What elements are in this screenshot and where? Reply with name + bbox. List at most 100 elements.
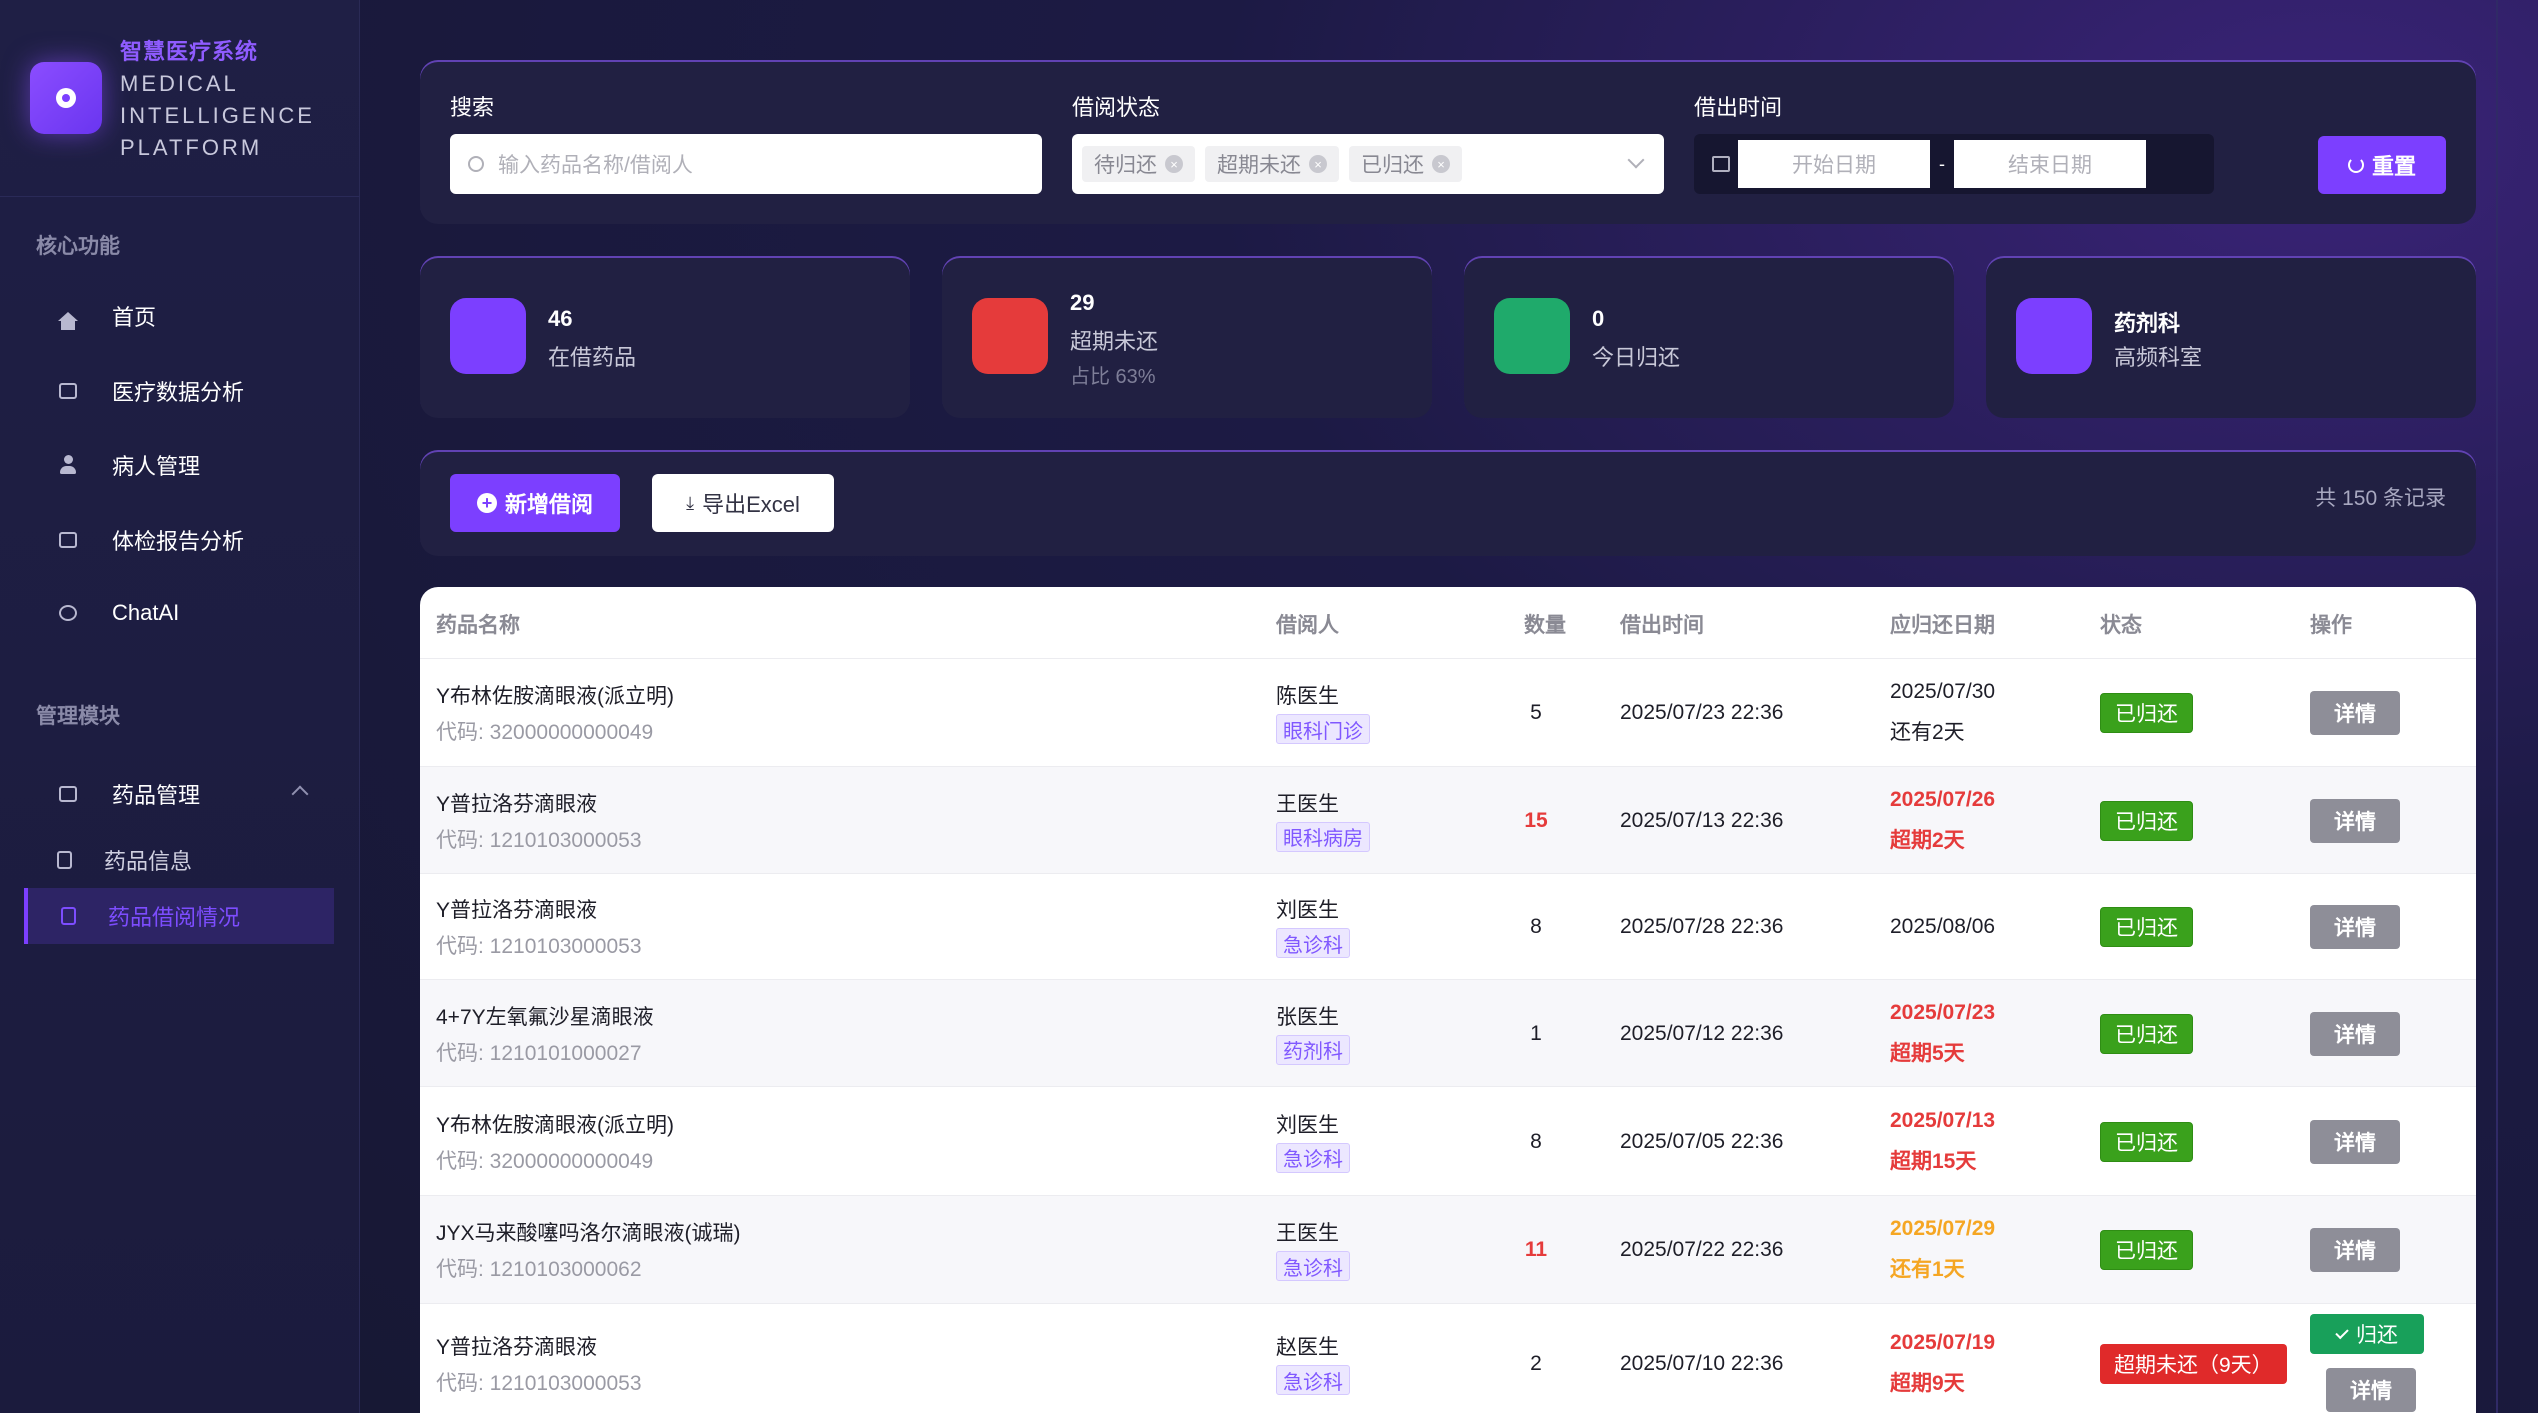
home-icon — [58, 311, 78, 330]
quantity: 8 — [1530, 1129, 1542, 1153]
chart-icon — [59, 383, 77, 399]
search-icon — [468, 156, 484, 172]
refresh-icon — [2347, 157, 2364, 173]
due-note: 超期2天 — [1890, 828, 1965, 852]
column-header: 借出时间 — [1620, 614, 1704, 637]
main-content: 搜索 输入药品名称/借阅人 借阅状态 待归还 × 超期未还 × 已归还 × 借出时间 … — [360, 0, 2538, 1413]
due-date: 2025/07/26 — [1890, 787, 1996, 811]
date-range-picker: 开始日期 - 结束日期 — [1694, 134, 2214, 194]
brand: 智慧医疗系统 MEDICAL INTELLIGENCE PLATFORM — [28, 30, 348, 180]
date-separator: - — [1939, 153, 1945, 174]
report-icon — [59, 532, 77, 548]
lend-time: 2025/07/10 22:36 — [1620, 1352, 1784, 1375]
due-date: 2025/07/13 — [1890, 1108, 1996, 1132]
stat-card-overdue: 29 超期未还 占比 63% — [942, 256, 1432, 418]
sidebar-group-medicine[interactable]: 药品管理 — [24, 766, 336, 822]
detail-button[interactable]: 详情 — [2310, 691, 2400, 735]
logo-icon — [30, 62, 102, 134]
status-select[interactable]: 待归还 × 超期未还 × 已归还 × — [1072, 134, 1664, 194]
detail-button[interactable]: 详情 — [2310, 1011, 2400, 1056]
quantity: 11 — [1524, 1238, 1548, 1261]
plus-icon: + — [476, 493, 497, 513]
search-input[interactable]: 输入药品名称/借阅人 — [450, 134, 1042, 194]
lend-time: 2025/07/05 22:36 — [1620, 1129, 1784, 1153]
table-row: Y普拉洛芬滴眼液 代码: 1210103000053 赵医生 急诊科 2 2025/07/… — [420, 1304, 2476, 1413]
status-badge: 已归还 — [2100, 800, 2193, 841]
download-icon: ⤓ — [686, 492, 695, 513]
sidebar: 智慧医疗系统 MEDICAL INTELLIGENCE PLATFORM 核心功… — [0, 0, 360, 1413]
borrower-name: 刘医生 — [1276, 1113, 1339, 1137]
sidebar-item-medicine-info[interactable]: 药品信息 — [24, 832, 334, 888]
reset-button[interactable]: 重置 — [2318, 136, 2446, 194]
stat-label: 高频科室 — [2114, 345, 2203, 370]
sidebar-divider — [0, 196, 360, 197]
status-badge: 已归还 — [2100, 907, 2193, 947]
borrower-name: 陈医生 — [1276, 685, 1339, 708]
sidebar-item-reports[interactable]: 体检报告分析 — [24, 512, 336, 568]
search-placeholder: 输入药品名称/借阅人 — [498, 154, 693, 177]
sidebar-item-home[interactable]: 首页 — [24, 288, 336, 344]
stat-icon — [2016, 298, 2092, 374]
status-tag: 待归还 × — [1082, 146, 1195, 182]
end-date-input[interactable]: 结束日期 — [1954, 140, 2146, 188]
column-header: 药品名称 — [436, 614, 520, 637]
stat-note: 占比 63% — [1070, 366, 1156, 388]
drug-code: 代码: 32000000000049 — [436, 1149, 654, 1173]
close-icon[interactable]: × — [1432, 155, 1450, 173]
sidebar-item-label: 药品管理 — [112, 783, 201, 808]
document-icon — [60, 907, 76, 925]
due-note: 超期15天 — [1890, 1149, 1977, 1173]
stat-label: 超期未还 — [1070, 329, 1159, 354]
due-date: 2025/07/29 — [1890, 1217, 1996, 1240]
window-edge — [2496, 0, 2498, 1413]
add-borrow-button[interactable]: + 新增借阅 — [450, 474, 620, 532]
sidebar-item-label: 药品借阅情况 — [108, 905, 241, 930]
dept-tag: 眼科病房 — [1276, 821, 1370, 852]
drug-name: JYX马来酸噻吗洛尔滴眼液(诚瑞) — [436, 1222, 741, 1245]
return-button[interactable]: 归还 — [2310, 1314, 2424, 1354]
calendar-icon — [1712, 156, 1730, 172]
due-date: 2025/07/19 — [1890, 1331, 1996, 1354]
drug-name: 4+7Y左氧氟沙星滴眼液 — [436, 1005, 654, 1029]
chat-icon — [59, 605, 77, 621]
dept-tag: 急诊科 — [1276, 1251, 1350, 1281]
export-excel-button[interactable]: ⤓ 导出Excel — [652, 474, 834, 532]
borrower-name: 张医生 — [1276, 1005, 1339, 1029]
lend-time: 2025/07/22 22:36 — [1620, 1238, 1784, 1261]
user-icon — [59, 455, 77, 475]
stat-icon — [1494, 298, 1570, 374]
start-date-input[interactable]: 开始日期 — [1738, 140, 1930, 188]
status-label: 借阅状态 — [1072, 95, 1161, 120]
section-title-manage: 管理模块 — [36, 705, 120, 728]
stat-icon — [972, 298, 1048, 374]
close-icon[interactable]: × — [1165, 155, 1183, 173]
drug-code: 代码: 1210103000062 — [436, 1258, 642, 1281]
quantity: 5 — [1530, 701, 1542, 724]
drug-code: 代码: 1210101000027 — [436, 1041, 642, 1065]
detail-button[interactable]: 详情 — [2310, 1228, 2400, 1272]
due-date: 2025/07/30 — [1890, 680, 1996, 703]
quantity: 8 — [1530, 915, 1542, 938]
sidebar-item-medicine-borrow[interactable]: 药品借阅情况 — [24, 888, 334, 944]
column-header: 操作 — [2310, 614, 2352, 637]
detail-button[interactable]: 详情 — [2310, 1119, 2400, 1164]
document-icon — [56, 851, 72, 869]
detail-button[interactable]: 详情 — [2310, 798, 2400, 843]
sidebar-item-patients[interactable]: 病人管理 — [24, 437, 336, 493]
column-header: 数量 — [1524, 614, 1566, 637]
due-note: 超期9天 — [1890, 1372, 1965, 1395]
time-label: 借出时间 — [1694, 95, 1783, 120]
close-icon[interactable]: × — [1309, 155, 1327, 173]
table-row: Y布林佐胺滴眼液(派立明) 代码: 32000000000049 陈医生 眼科门诊 5 2… — [420, 659, 2476, 767]
sidebar-item-data-analysis[interactable]: 医疗数据分析 — [24, 363, 336, 419]
lend-time: 2025/07/28 22:36 — [1620, 915, 1784, 938]
sidebar-item-chatai[interactable]: ChatAI — [24, 585, 336, 641]
detail-button[interactable]: 详情 — [2326, 1368, 2416, 1412]
dept-tag: 药剂科 — [1276, 1034, 1350, 1065]
stat-icon — [450, 298, 526, 374]
drug-name: Y普拉洛芬滴眼液 — [436, 792, 598, 816]
brand-title: 智慧医疗系统 — [120, 39, 259, 64]
detail-button[interactable]: 详情 — [2310, 905, 2400, 949]
dept-tag: 急诊科 — [1276, 1142, 1350, 1173]
table-row: Y布林佐胺滴眼液(派立明) 代码: 32000000000049 刘医生 急诊科 8 20… — [420, 1087, 2476, 1196]
